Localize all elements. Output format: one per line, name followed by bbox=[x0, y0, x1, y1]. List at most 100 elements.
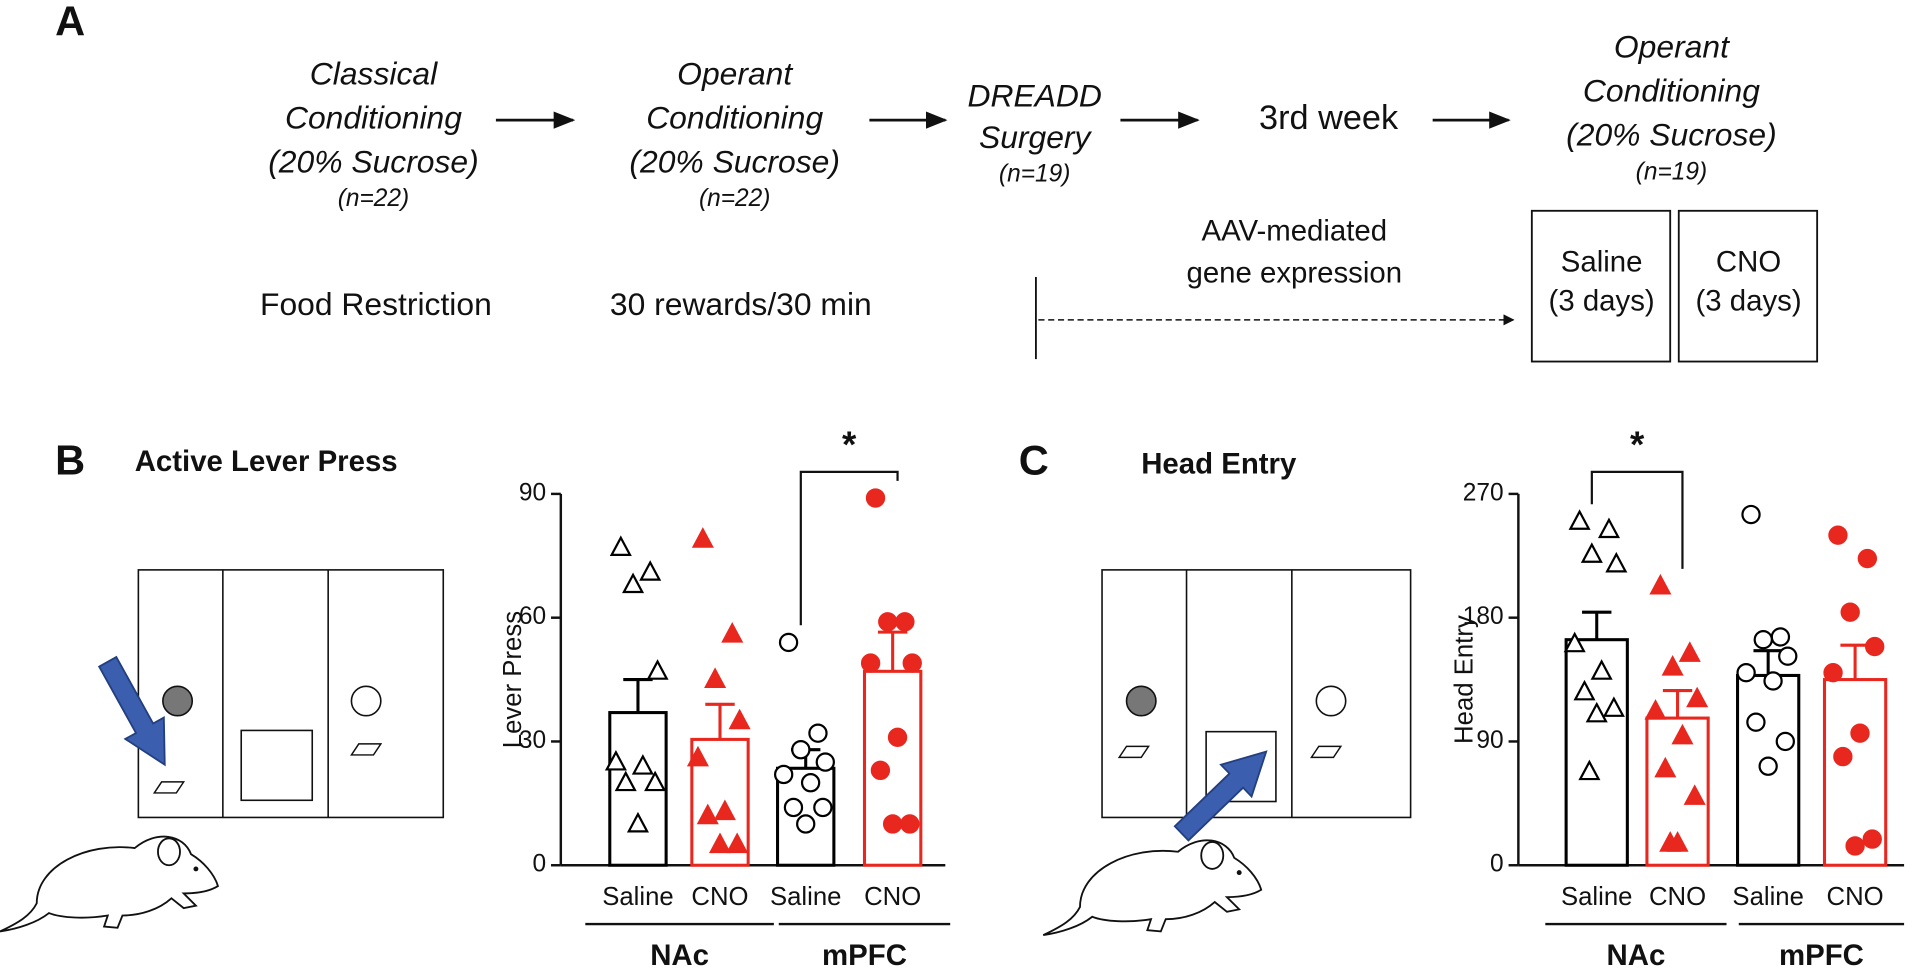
data-point bbox=[1649, 573, 1672, 595]
data-point bbox=[1828, 525, 1848, 545]
data-point bbox=[895, 612, 915, 632]
data-point bbox=[1597, 517, 1621, 539]
step-n: (n=22) bbox=[699, 185, 770, 212]
data-point bbox=[1578, 759, 1601, 781]
data-point bbox=[808, 723, 828, 743]
treatment-duration: (3 days) bbox=[1696, 284, 1802, 317]
step-text: 3rd week bbox=[1259, 99, 1399, 137]
step-text: Conditioning bbox=[1583, 73, 1760, 109]
protocol-text: Food Restriction bbox=[260, 286, 492, 322]
data-point bbox=[713, 799, 736, 821]
data-point bbox=[1840, 602, 1860, 622]
data-point bbox=[1850, 723, 1870, 743]
data-point bbox=[622, 572, 645, 594]
x-tick-label: CNO bbox=[1649, 883, 1706, 911]
data-point bbox=[1602, 696, 1625, 717]
significance-label: * bbox=[1630, 424, 1645, 465]
data-point bbox=[728, 708, 751, 730]
group-label: NAc bbox=[1607, 939, 1666, 972]
y-tick-label: 60 bbox=[519, 603, 546, 630]
data-point bbox=[783, 797, 804, 818]
y-tick-label: 180 bbox=[1463, 603, 1504, 630]
step-text: Classical bbox=[310, 55, 438, 91]
step-text: Conditioning bbox=[646, 100, 823, 136]
data-point bbox=[1605, 551, 1628, 573]
panel-title: Active Lever Press bbox=[135, 445, 398, 478]
x-tick-label: CNO bbox=[1827, 883, 1884, 911]
bar-chart: 0 30 60 90 Lever Press NAc mPFC Saline CNO Saline… bbox=[499, 424, 951, 972]
data-point bbox=[1568, 509, 1591, 530]
data-point bbox=[626, 811, 649, 833]
data-point bbox=[1753, 630, 1773, 650]
x-tick-label: CNO bbox=[864, 883, 921, 911]
y-tick-label: 30 bbox=[519, 727, 546, 754]
treatment-box bbox=[1530, 209, 1672, 363]
data-point bbox=[1563, 631, 1586, 653]
data-point bbox=[708, 832, 732, 854]
significance-label: * bbox=[842, 424, 857, 465]
bar-chart: 0 90 180 270 Head Entry NAc mPFC Saline CNO Salin… bbox=[1451, 424, 1905, 972]
group-label: mPFC bbox=[1779, 939, 1864, 972]
x-tick-label: CNO bbox=[691, 883, 748, 911]
data-point bbox=[1865, 636, 1885, 657]
data-point bbox=[813, 797, 833, 818]
data-point bbox=[609, 535, 632, 556]
data-point bbox=[721, 622, 744, 643]
data-point bbox=[1644, 699, 1667, 720]
data-point bbox=[1741, 504, 1761, 525]
mouse bbox=[0, 835, 219, 933]
treatment-duration: (3 days) bbox=[1549, 284, 1655, 317]
data-point bbox=[686, 745, 709, 767]
y-tick-label: 270 bbox=[1463, 479, 1504, 506]
data-point bbox=[1573, 679, 1596, 701]
step-text: Operant bbox=[677, 55, 793, 91]
data-point bbox=[1746, 712, 1766, 732]
y-axis-label: Head Entry bbox=[1451, 615, 1479, 744]
data-point bbox=[887, 727, 908, 748]
data-point bbox=[1585, 701, 1608, 723]
step-n: (n=22) bbox=[338, 185, 409, 212]
data-point bbox=[1590, 659, 1613, 680]
step-text: Operant bbox=[1614, 28, 1730, 64]
data-point bbox=[1775, 731, 1795, 752]
panel-label: C bbox=[1019, 436, 1049, 483]
data-point bbox=[1862, 829, 1882, 849]
data-point bbox=[870, 760, 891, 781]
data-point bbox=[646, 659, 669, 680]
pointer-arrow bbox=[1165, 734, 1283, 851]
data-point bbox=[644, 770, 667, 792]
data-point bbox=[902, 653, 922, 673]
panel-label: B bbox=[55, 436, 85, 483]
data-point bbox=[882, 814, 903, 834]
data-point bbox=[1580, 542, 1603, 563]
y-tick-label: 90 bbox=[519, 479, 546, 506]
lever bbox=[1118, 745, 1150, 759]
y-axis-label: Lever Press bbox=[499, 611, 527, 748]
chamber-b bbox=[137, 569, 445, 819]
treatment-box bbox=[1677, 209, 1819, 363]
x-tick-label: Saline bbox=[1561, 883, 1632, 911]
data-point bbox=[1736, 663, 1756, 683]
step-text: DREADD bbox=[967, 77, 1101, 113]
data-point bbox=[1686, 686, 1709, 708]
chamber-c bbox=[1101, 569, 1412, 819]
step-n: (n=19) bbox=[999, 161, 1070, 188]
treatment-name: Saline bbox=[1561, 245, 1643, 278]
lever bbox=[350, 743, 382, 756]
data-point bbox=[1659, 831, 1682, 852]
significance-bracket bbox=[1590, 470, 1684, 569]
data-point bbox=[900, 814, 920, 834]
step-text: (20% Sucrose) bbox=[1566, 117, 1777, 153]
step-text: (20% Sucrose) bbox=[629, 144, 840, 180]
data-point bbox=[1763, 671, 1783, 691]
x-tick-label: Saline bbox=[1732, 883, 1803, 911]
expression-text: gene expression bbox=[1186, 256, 1402, 289]
data-point bbox=[691, 527, 714, 548]
data-point bbox=[791, 740, 811, 760]
data-point bbox=[696, 803, 719, 825]
mouse bbox=[1042, 839, 1263, 937]
data-point bbox=[604, 749, 627, 771]
step-text: (20% Sucrose) bbox=[268, 144, 479, 180]
